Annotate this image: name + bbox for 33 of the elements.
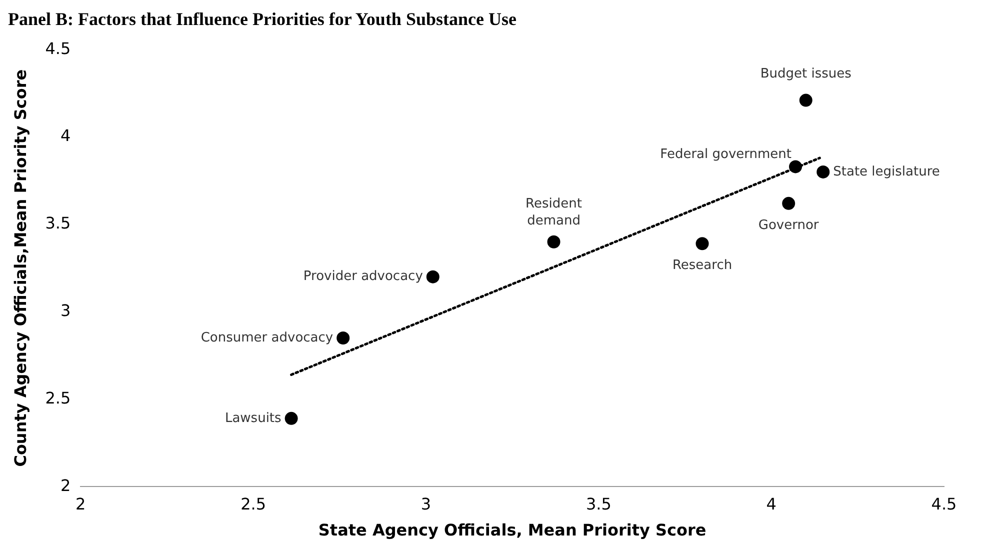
point bbox=[816, 165, 830, 178]
point bbox=[426, 270, 440, 284]
annotation: Federal government bbox=[660, 147, 792, 162]
annotation: State legislature bbox=[833, 164, 940, 180]
point bbox=[782, 196, 796, 210]
annotation: Budget issues bbox=[760, 66, 852, 82]
x-tick-label: 4 bbox=[766, 494, 776, 514]
point bbox=[284, 412, 298, 425]
x-tick-label: 2.5 bbox=[240, 494, 266, 514]
y-tick-label: 2.5 bbox=[45, 388, 71, 408]
annotation: Governor bbox=[758, 218, 820, 233]
point bbox=[336, 332, 350, 345]
point bbox=[696, 237, 709, 250]
chart-title: Panel B: Factors that Influence Priorities for Youth Substance Use bbox=[8, 8, 518, 30]
annotation: Provider advocacy bbox=[303, 269, 424, 284]
annotation: Research bbox=[672, 258, 732, 274]
point bbox=[789, 160, 802, 174]
annotation: Resident demand bbox=[526, 196, 582, 228]
y-tick-label: 3.5 bbox=[45, 214, 71, 233]
y-axis-title: County Agency Officials,Mean Priority Score bbox=[10, 69, 30, 467]
y-tick-label: 2 bbox=[60, 476, 71, 495]
x-tick-label: 3.5 bbox=[586, 494, 612, 514]
y-tick-label: 3 bbox=[60, 300, 71, 320]
y-tick-label: 4.5 bbox=[45, 38, 71, 58]
y-tick-label: 4 bbox=[60, 126, 71, 146]
point bbox=[799, 94, 812, 107]
x-tick-label: 4.5 bbox=[931, 494, 957, 514]
x-axis-title: State Agency Officials, Mean Priority Score bbox=[318, 520, 706, 540]
annotation: Consumer advocacy bbox=[200, 330, 334, 346]
x-tick-label: 3 bbox=[420, 494, 432, 514]
annotation: Lawsuits bbox=[224, 410, 282, 426]
point bbox=[547, 235, 560, 248]
x-tick-label: 2 bbox=[76, 494, 86, 514]
